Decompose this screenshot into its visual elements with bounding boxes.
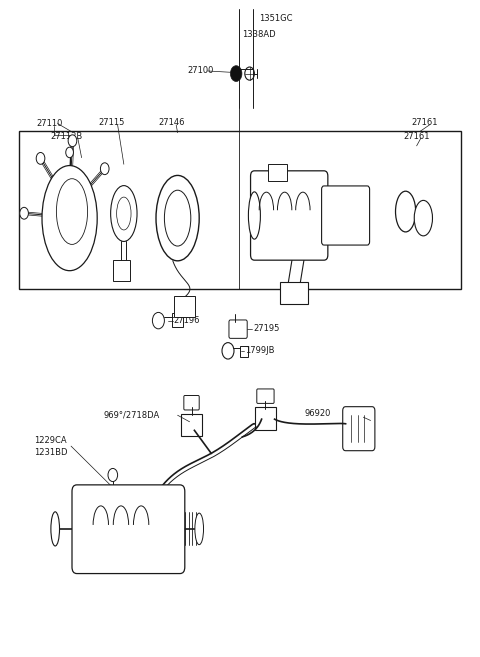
Ellipse shape (195, 513, 204, 545)
Ellipse shape (396, 191, 416, 232)
FancyBboxPatch shape (184, 396, 199, 410)
FancyBboxPatch shape (343, 407, 375, 451)
Ellipse shape (51, 512, 60, 546)
FancyBboxPatch shape (181, 414, 202, 436)
FancyBboxPatch shape (172, 313, 183, 327)
FancyBboxPatch shape (240, 346, 248, 357)
FancyBboxPatch shape (113, 260, 130, 281)
Text: 1231BD: 1231BD (34, 447, 67, 457)
FancyBboxPatch shape (255, 407, 276, 430)
FancyBboxPatch shape (280, 282, 308, 304)
Circle shape (20, 208, 28, 219)
FancyBboxPatch shape (322, 186, 370, 245)
FancyBboxPatch shape (251, 171, 328, 260)
FancyBboxPatch shape (257, 389, 274, 403)
Bar (19, 131, 461, 289)
Ellipse shape (156, 175, 199, 261)
Text: 27195: 27195 (253, 324, 280, 333)
Text: 27146: 27146 (158, 118, 185, 127)
Text: 1351GC: 1351GC (259, 14, 293, 23)
Text: 1338AD: 1338AD (242, 30, 276, 39)
Text: 969°/2718DA: 969°/2718DA (103, 411, 159, 420)
FancyBboxPatch shape (229, 320, 247, 338)
Ellipse shape (414, 200, 432, 236)
Circle shape (230, 66, 242, 81)
FancyBboxPatch shape (174, 296, 195, 317)
Text: 27196: 27196 (174, 316, 200, 325)
Text: 27100: 27100 (187, 66, 214, 76)
Ellipse shape (110, 185, 137, 242)
Text: 27161: 27161 (403, 132, 430, 141)
Ellipse shape (248, 192, 260, 239)
FancyBboxPatch shape (268, 164, 287, 181)
Circle shape (100, 163, 109, 175)
Circle shape (68, 135, 77, 147)
Ellipse shape (42, 166, 97, 271)
Text: 96920: 96920 (305, 409, 331, 419)
Circle shape (66, 147, 73, 158)
Circle shape (36, 152, 45, 164)
Text: 27110: 27110 (36, 119, 62, 128)
Circle shape (108, 468, 118, 482)
Text: 1799JB: 1799JB (245, 346, 274, 355)
FancyBboxPatch shape (72, 485, 185, 574)
Ellipse shape (164, 191, 191, 246)
Text: 27112B: 27112B (50, 132, 83, 141)
Text: 27115: 27115 (98, 118, 125, 127)
Text: 27161: 27161 (412, 118, 438, 127)
Text: 1229CA: 1229CA (34, 436, 66, 445)
